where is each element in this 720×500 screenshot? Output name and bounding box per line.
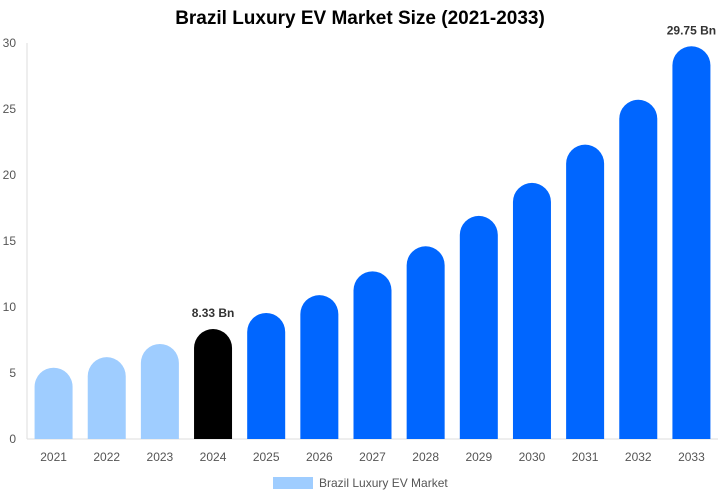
- x-tick-label: 2022: [93, 450, 120, 464]
- x-tick-label: 2029: [465, 450, 492, 464]
- y-tick-label: 25: [3, 102, 17, 116]
- x-tick-label: 2021: [40, 450, 67, 464]
- bar-2027: [353, 271, 392, 439]
- y-tick-label: 5: [9, 366, 16, 380]
- bar-2032: [619, 99, 658, 439]
- bar-2021: [34, 367, 73, 439]
- data-label-2024: 8.33 Bn: [192, 306, 235, 320]
- bar-2029: [459, 215, 498, 439]
- bar-2026: [300, 295, 339, 439]
- chart-title: Brazil Luxury EV Market Size (2021-2033): [175, 8, 545, 29]
- bar-2023: [140, 343, 179, 439]
- legend[interactable]: Brazil Luxury EV Market: [273, 476, 448, 490]
- x-tick-label: 2023: [147, 450, 174, 464]
- bar-2024: [194, 329, 233, 439]
- x-tick-label: 2024: [200, 450, 227, 464]
- bar-2033: [672, 46, 711, 440]
- bar-2025: [247, 312, 286, 439]
- y-tick-label: 20: [3, 168, 17, 182]
- y-tick-label: 15: [3, 234, 17, 248]
- bar-2028: [406, 246, 445, 439]
- bar-2022: [87, 357, 126, 439]
- x-tick-label: 2026: [306, 450, 333, 464]
- x-tick-label: 2030: [519, 450, 546, 464]
- data-label-2033: 29.75 Bn: [667, 23, 716, 37]
- x-tick-label: 2032: [625, 450, 652, 464]
- bar-2030: [512, 182, 551, 440]
- x-tick-label: 2025: [253, 450, 280, 464]
- x-tick-label: 2028: [412, 450, 439, 464]
- bar-2031: [566, 144, 605, 439]
- x-tick-label: 2027: [359, 450, 386, 464]
- legend-label: Brazil Luxury EV Market: [319, 476, 448, 490]
- y-tick-label: 0: [9, 432, 16, 446]
- x-tick-label: 2033: [678, 450, 705, 464]
- y-tick-label: 10: [3, 300, 17, 314]
- x-tick-label: 2031: [572, 450, 599, 464]
- y-tick-label: 30: [3, 36, 17, 50]
- legend-swatch: [273, 477, 313, 489]
